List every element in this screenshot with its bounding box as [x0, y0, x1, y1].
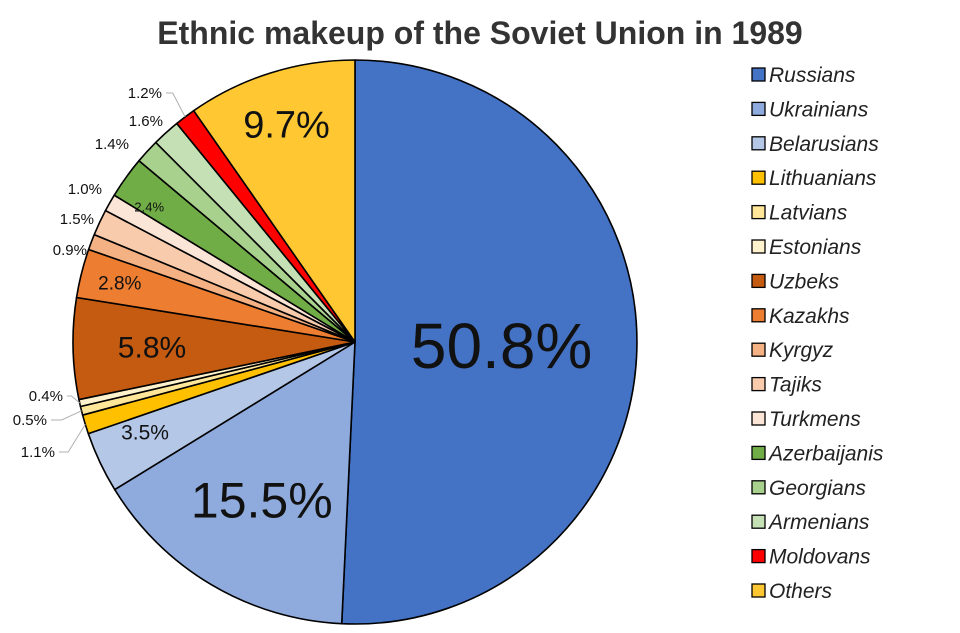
- pie-slice-ukrainians: [113, 341, 356, 625]
- legend-label-moldovans: Moldovans: [769, 546, 871, 569]
- chart-title: Ethnic makeup of the Soviet Union in 198…: [157, 15, 802, 51]
- legend-label-tajiks: Tajiks: [769, 374, 822, 397]
- legend-swatch-kyrgyz: [751, 342, 766, 357]
- legend-swatch-russians: [751, 67, 766, 82]
- legend-label-armenians: Armenians: [767, 511, 870, 534]
- data-label-armenians: 1.6%: [129, 113, 163, 130]
- legend-label-georgians: Georgians: [769, 477, 866, 500]
- data-label-others: 9.7%: [243, 104, 330, 146]
- data-label-azerbaijanis: 2.4%: [134, 200, 164, 215]
- legend-swatch-turkmens: [751, 411, 766, 426]
- data-label-kyrgyz: 0.9%: [53, 242, 87, 259]
- legend-label-turkmens: Turkmens: [769, 408, 861, 431]
- legend-swatch-ukrainians: [751, 101, 766, 117]
- legend-swatch-kazakhs: [751, 308, 766, 323]
- legend-swatch-azerbaijanis: [751, 445, 766, 461]
- legend-label-lithuanians: Lithuanians: [769, 167, 877, 190]
- leader-line-lithuanians: [59, 424, 86, 453]
- data-label-russians: 50.8%: [411, 310, 592, 382]
- legend-swatch-lithuanians: [751, 170, 766, 185]
- legend-swatch-tajiks: [751, 376, 766, 392]
- pie-slice-russians: [340, 59, 638, 625]
- legend-label-latvians: Latvians: [769, 202, 848, 225]
- data-label-moldovans: 1.2%: [128, 85, 162, 102]
- legend-label-russians: Russians: [769, 64, 856, 87]
- legend-swatch-armenians: [751, 514, 766, 529]
- legend-label-uzbeks: Uzbeks: [769, 270, 840, 293]
- legend-label-others: Others: [769, 580, 833, 603]
- data-label-georgians: 1.4%: [95, 136, 129, 153]
- legend-swatch-georgians: [751, 480, 766, 495]
- data-label-uzbeks: 5.8%: [118, 331, 186, 364]
- data-label-kazakhs: 2.8%: [98, 274, 141, 295]
- legend-label-ukrainians: Ukrainians: [769, 98, 869, 121]
- legend-label-azerbaijanis: Azerbaijanis: [767, 442, 884, 465]
- legend-label-kyrgyz: Kyrgyz: [769, 339, 834, 362]
- legend-label-belarusians: Belarusians: [769, 133, 879, 156]
- data-label-ukrainians: 15.5%: [191, 472, 333, 528]
- data-label-turkmens: 1.0%: [68, 181, 102, 198]
- data-label-lithuanians: 1.1%: [21, 444, 55, 461]
- legend-swatch-latvians: [751, 204, 766, 220]
- legend-swatch-belarusians: [751, 136, 766, 151]
- leader-line-moldovans: [166, 92, 186, 118]
- leader-line-estonians: [67, 395, 81, 404]
- data-label-belarusians: 3.5%: [121, 422, 169, 445]
- legend-swatch-estonians: [751, 239, 766, 254]
- pie-slice-others: [192, 59, 356, 343]
- legend-swatch-moldovans: [751, 548, 766, 564]
- leader-line-latvians: [51, 410, 82, 421]
- legend-swatch-others: [751, 583, 766, 598]
- data-label-tajiks: 1.5%: [60, 211, 94, 228]
- legend-label-kazakhs: Kazakhs: [769, 305, 850, 328]
- legend-swatch-uzbeks: [751, 273, 766, 289]
- data-label-estonians: 0.4%: [29, 388, 63, 405]
- data-label-latvians: 0.5%: [13, 412, 47, 429]
- legend-label-estonians: Estonians: [769, 236, 862, 259]
